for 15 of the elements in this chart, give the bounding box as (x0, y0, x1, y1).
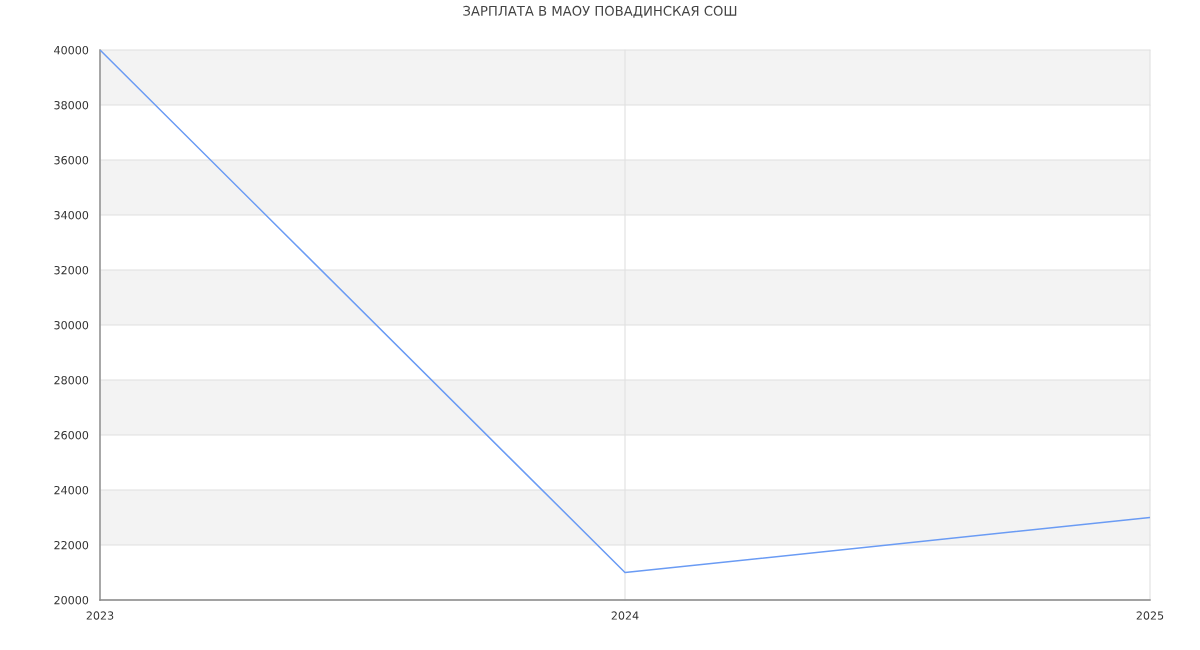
y-tick-label: 34000 (54, 210, 89, 220)
y-tick-label: 28000 (54, 375, 89, 385)
y-tick-label: 40000 (54, 45, 89, 55)
x-tick-label: 2024 (611, 611, 639, 620)
y-tick-label: 32000 (54, 265, 89, 275)
y-tick-label: 20000 (54, 595, 89, 605)
y-tick-label: 30000 (54, 320, 89, 330)
x-tick-label: 2023 (86, 611, 114, 620)
y-tick-label: 38000 (54, 100, 89, 110)
x-tick-label: 2025 (1136, 611, 1164, 620)
y-tick-label: 26000 (54, 430, 89, 440)
y-tick-label: 22000 (54, 540, 89, 550)
y-tick-label: 24000 (54, 485, 89, 495)
y-tick-label: 36000 (54, 155, 89, 165)
chart-title: ЗАРПЛАТА В МАОУ ПОВАДИНСКАЯ СОШ (463, 5, 737, 18)
